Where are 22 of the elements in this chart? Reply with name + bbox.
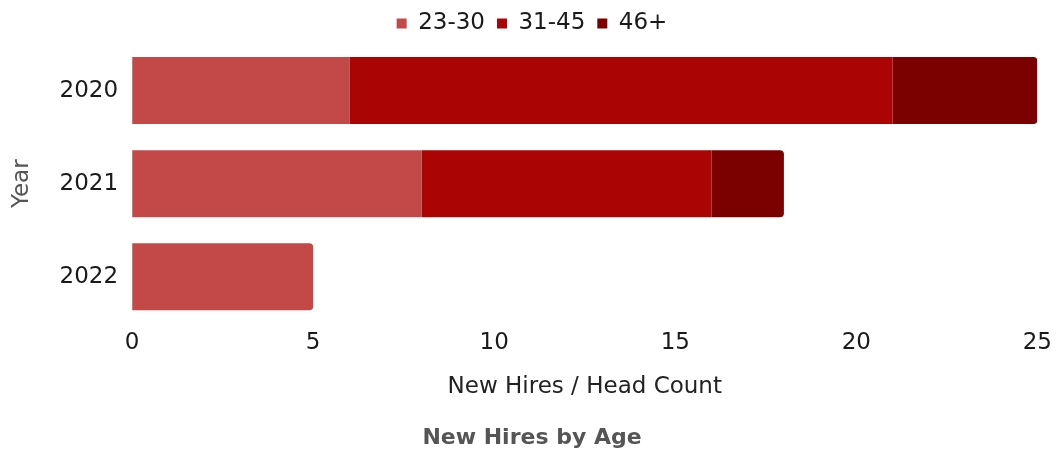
x-tick-label: 10	[479, 328, 509, 355]
x-tick-label: 5	[305, 328, 321, 355]
bar	[349, 57, 893, 125]
bar	[711, 150, 784, 218]
y-axis-title: Year	[6, 158, 33, 210]
legend-label: 31-45	[518, 8, 586, 35]
bar	[132, 150, 422, 218]
bar	[892, 57, 1038, 125]
y-tick-label: 2020	[59, 75, 119, 102]
legend-label: 23-30	[418, 8, 485, 35]
x-tick-label: 20	[841, 328, 871, 355]
x-tick-label: 25	[1022, 328, 1053, 355]
bar	[132, 243, 314, 311]
x-tick-label: 0	[124, 328, 140, 355]
text: New Hires by Age	[422, 423, 642, 449]
x-tick-label: 15	[660, 328, 690, 355]
bar	[421, 150, 712, 218]
bar	[132, 57, 350, 125]
legend-label: 46+	[618, 8, 668, 35]
x-axis-title: New Hires / Head Count	[447, 371, 722, 398]
y-tick-label: 2022	[59, 261, 119, 288]
y-tick-label: 2021	[59, 168, 119, 195]
